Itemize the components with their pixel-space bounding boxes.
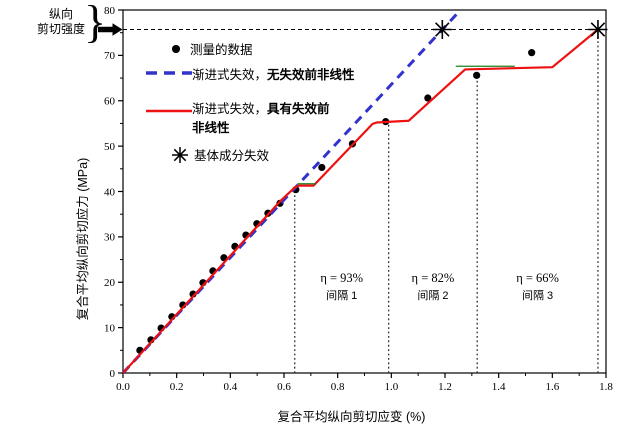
- legend-label-no-nonlinearity: 渐进式失效，无失效前非线性: [192, 66, 355, 85]
- legend-label-measured: 测量的数据: [190, 43, 253, 57]
- eta-label: η = 82%: [412, 271, 455, 285]
- strength-annotation-line1: 纵向: [48, 7, 73, 21]
- brace-glyph: }: [84, 0, 107, 47]
- y-tick-label: 20: [104, 277, 116, 289]
- legend-asterisk-marker: [172, 147, 188, 163]
- measured-point: [528, 49, 536, 57]
- interval-label: 间隔 1: [326, 289, 357, 302]
- legend-label-with-nonlinearity-bold2: 非线性: [192, 121, 230, 135]
- y-tick-label: 10: [104, 322, 116, 334]
- x-tick-label: 1.8: [599, 381, 613, 393]
- series-measured: [136, 49, 536, 354]
- y-tick-label: 30: [104, 232, 116, 244]
- eta-label: η = 66%: [516, 271, 559, 285]
- y-tick-label: 70: [104, 50, 116, 62]
- legend-red-line-marker: [146, 109, 192, 113]
- x-axis: 0.0 0.2 0.4 0.6 0.8 1.0 1.2 1.4 1.6 1.8: [116, 373, 613, 393]
- legend-blue-dash-marker: [146, 71, 192, 75]
- measured-point: [473, 71, 481, 79]
- measured-point: [318, 163, 326, 172]
- legend-label-with-nonlinearity-bold1: 具有失效前: [267, 102, 330, 116]
- asterisk-marker: [588, 20, 608, 40]
- asterisk-marker: [432, 20, 452, 40]
- y-tick-label: 40: [104, 186, 116, 198]
- y-tick-label: 50: [104, 141, 116, 153]
- measured-point: [424, 94, 432, 102]
- interval-annotations: η = 93% 间隔 1 η = 82% 间隔 2 η = 66% 间隔 3: [320, 271, 559, 302]
- y-axis-title: 复合平均纵向剪切应力 (MPa): [76, 157, 90, 321]
- x-tick-label: 1.0: [384, 381, 398, 393]
- legend-label-no-nonlinearity-normal: 渐进式失效，: [192, 68, 268, 82]
- y-axis: 0 10 20 30 40 50 60 70 80: [104, 5, 123, 380]
- plot-frame: [122, 9, 607, 374]
- x-tick-label: 0.8: [331, 381, 345, 393]
- legend-label-with-nonlinearity-normal: 渐进式失效，: [192, 102, 268, 116]
- droplines: [294, 29, 599, 373]
- x-tick-label: 1.6: [545, 381, 559, 393]
- series-with-nonlinearity: [122, 28, 599, 374]
- x-tick-label: 1.2: [438, 381, 452, 393]
- strength-annotation: 纵向 剪切强度: [26, 7, 96, 37]
- legend-dot-marker: [172, 45, 180, 53]
- legend-label-no-nonlinearity-bold: 无失效前非线性: [267, 68, 355, 82]
- x-tick-label: 0.0: [116, 381, 130, 393]
- interval-label: 间隔 3: [522, 289, 553, 302]
- y-tick-label: 80: [104, 5, 116, 17]
- eta-label: η = 93%: [320, 271, 363, 285]
- y-tick-label: 60: [104, 96, 116, 108]
- strength-annotation-line2: 剪切强度: [36, 22, 85, 36]
- x-tick-label: 0.2: [170, 381, 184, 393]
- interval-label: 间隔 2: [417, 289, 448, 302]
- legend-label-matrix-failure: 基体成分失效: [194, 149, 270, 163]
- matrix-failure-markers: [432, 20, 608, 40]
- y-tick-label: 0: [110, 368, 116, 380]
- x-tick-label: 0.4: [223, 381, 237, 393]
- legend-label-with-nonlinearity: 渐进式失效，具有失效前 非线性: [192, 100, 330, 138]
- x-tick-label: 1.4: [492, 381, 506, 393]
- strength-arrow-icon: [98, 23, 123, 36]
- x-axis-title: 复合平均纵向剪切应变 (%): [277, 410, 426, 424]
- x-tick-label: 0.6: [277, 381, 291, 393]
